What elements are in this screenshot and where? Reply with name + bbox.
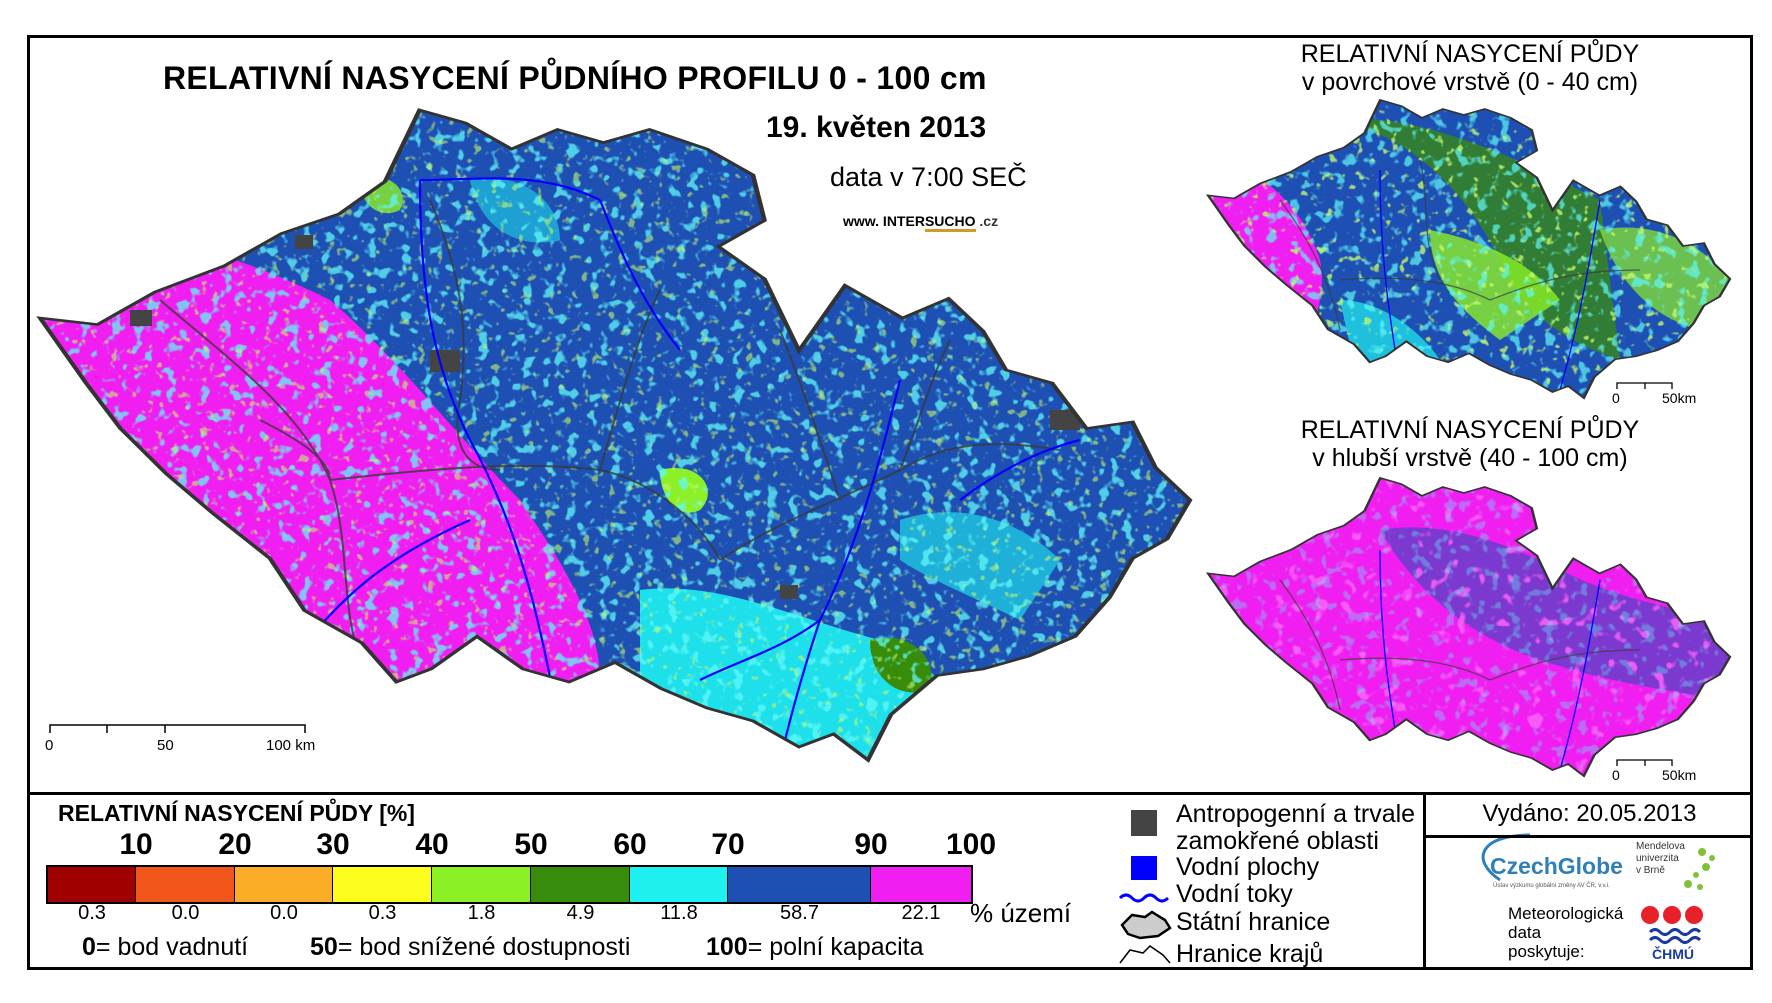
legend-swatch bbox=[630, 867, 728, 902]
inset-surface-scale-0: 0 bbox=[1612, 390, 1620, 406]
main-scale-bar bbox=[49, 724, 306, 733]
rivers-icon bbox=[1118, 893, 1170, 903]
czechglobe-subtitle: Ústav výzkumu globální změny AV ČR, v.v.… bbox=[1493, 883, 1610, 889]
definition-reduced-value: 50 bbox=[310, 933, 338, 961]
inset-surface-title: RELATIVNÍ NASYCENÍ PŮDY v povrchové vrst… bbox=[1260, 40, 1680, 96]
legend-percent-unit: % území bbox=[970, 898, 1072, 928]
anthropogenic-label: Antropogenní a trvale zamokřené oblasti bbox=[1176, 801, 1415, 855]
legend-tick-label: 60 bbox=[613, 828, 647, 861]
legend-percent-value: 0.0 bbox=[270, 902, 298, 924]
legend-tick-label: 50 bbox=[514, 828, 548, 861]
website-highlight: SUCHO bbox=[924, 213, 976, 232]
rivers-label: Vodní toky bbox=[1176, 880, 1293, 908]
main-map-date: 19. květen 2013 bbox=[766, 111, 987, 144]
legend-swatch bbox=[333, 867, 432, 902]
website-prefix: www. INTER bbox=[843, 213, 925, 229]
inset-surface-title-line2: v povrchové vrstvě (0 - 40 cm) bbox=[1301, 68, 1639, 96]
inset-deep-title-line1: RELATIVNÍ NASYCENÍ PŮDY bbox=[1300, 416, 1640, 444]
legend-swatch bbox=[48, 867, 136, 902]
inset-deep-title-line2: v hlubší vrstvě (40 - 100 cm) bbox=[1312, 444, 1628, 472]
anthropogenic-label-line1: Antropogenní a trvale bbox=[1176, 800, 1416, 828]
legend-tick-label: 10 bbox=[119, 828, 153, 861]
chmu-logo-text: ČHMÚ bbox=[1652, 946, 1694, 962]
inset-deep-scale-0: 0 bbox=[1612, 767, 1620, 783]
website-suffix: .cz bbox=[975, 213, 999, 229]
main-map-title: RELATIVNÍ NASYCENÍ PŮDNÍHO PROFILU 0 - 1… bbox=[163, 60, 987, 96]
inset-deep-scale-50: 50km bbox=[1662, 767, 1697, 783]
legend-percent-value: 22.1 bbox=[901, 902, 941, 924]
anthropogenic-label-line2: zamokřené oblasti bbox=[1176, 827, 1379, 855]
legend-percent-value: 0.3 bbox=[78, 902, 106, 924]
legend-swatch bbox=[136, 867, 235, 902]
definition-field-capacity: 100= polní kapacita bbox=[706, 933, 924, 962]
legend-tick-label: 100 bbox=[945, 828, 997, 861]
water-bodies-label: Vodní plochy bbox=[1176, 853, 1320, 881]
mendel-logo-text: Mendelova univerzita v Brně bbox=[1636, 841, 1685, 876]
footer-vertical-divider bbox=[1423, 792, 1426, 970]
legend-tick-label: 20 bbox=[218, 828, 252, 861]
state-border-label: Státní hranice bbox=[1176, 908, 1331, 936]
legend-colorbar bbox=[46, 865, 973, 904]
legend-title: RELATIVNÍ NASYCENÍ PŮDY [%] bbox=[58, 800, 415, 826]
anthropogenic-swatch bbox=[1131, 810, 1157, 836]
legend-swatch bbox=[728, 867, 871, 902]
legend-percent-value: 58.7 bbox=[780, 902, 819, 924]
main-scale-label-100: 100 km bbox=[266, 737, 316, 754]
mendel-logo-icon bbox=[1684, 848, 1715, 890]
legend-percent-value: 11.8 bbox=[660, 902, 698, 924]
legend-tick-label: 90 bbox=[854, 828, 888, 861]
legend-percent-value: 1.8 bbox=[467, 902, 496, 924]
legend-percent-value: 0.0 bbox=[171, 902, 200, 924]
footer-horizontal-divider bbox=[1426, 835, 1753, 838]
inset-surface-title-line1: RELATIVNÍ NASYCENÍ PŮDY bbox=[1300, 40, 1640, 68]
legend-swatch bbox=[235, 867, 333, 902]
czechglobe-logo-text: CzechGlobe bbox=[1490, 853, 1623, 879]
legend-tick-label: 70 bbox=[711, 828, 745, 861]
legend-tick-label: 40 bbox=[415, 828, 449, 861]
legend-tick-label: 30 bbox=[316, 828, 350, 861]
main-scale-label-0: 0 bbox=[45, 737, 54, 754]
inset-surface-scale-bar bbox=[1616, 382, 1673, 389]
legend-swatch bbox=[871, 867, 971, 902]
legend-percent-value: 4.9 bbox=[566, 902, 595, 924]
definition-wilting-text: = bod vadnutí bbox=[95, 933, 249, 961]
inset-surface-map bbox=[1200, 100, 1730, 400]
legend-percent-value: 0.3 bbox=[368, 902, 397, 924]
definition-wilting-point: 0= bod vadnutí bbox=[82, 933, 248, 962]
main-map-time: data v 7:00 SEČ bbox=[830, 162, 1027, 192]
inset-deep-map bbox=[1208, 478, 1730, 776]
chmu-logo-icon bbox=[1641, 906, 1703, 944]
region-border-icon bbox=[1119, 945, 1171, 964]
meteo-data-credit: Meteorologická data poskytuje: bbox=[1508, 904, 1624, 961]
website-link[interactable]: www. INTERSUCHO .cz bbox=[843, 213, 999, 232]
legend-divider bbox=[27, 792, 1753, 795]
water-bodies-swatch bbox=[1131, 856, 1157, 880]
inset-surface-scale-50: 50km bbox=[1662, 390, 1697, 406]
main-scale-label-50: 50 bbox=[157, 737, 174, 754]
definition-capacity-text: = polní kapacita bbox=[747, 933, 924, 961]
definition-reduced-text: = bod snížené dostupnosti bbox=[337, 933, 631, 961]
region-border-label: Hranice krajů bbox=[1176, 940, 1324, 968]
definition-wilting-value: 0 bbox=[82, 933, 96, 961]
main-map bbox=[30, 100, 1190, 760]
published-date: Vydáno: 20.05.2013 bbox=[1482, 800, 1697, 827]
inset-deep-scale-bar bbox=[1616, 759, 1673, 766]
state-border-icon bbox=[1120, 910, 1172, 940]
legend-swatch bbox=[531, 867, 630, 902]
inset-deep-title: RELATIVNÍ NASYCENÍ PŮDY v hlubší vrstvě … bbox=[1260, 416, 1680, 472]
definition-reduced-availability: 50= bod snížené dostupnosti bbox=[310, 933, 630, 962]
definition-capacity-value: 100 bbox=[706, 933, 748, 961]
legend-swatch bbox=[432, 867, 531, 902]
